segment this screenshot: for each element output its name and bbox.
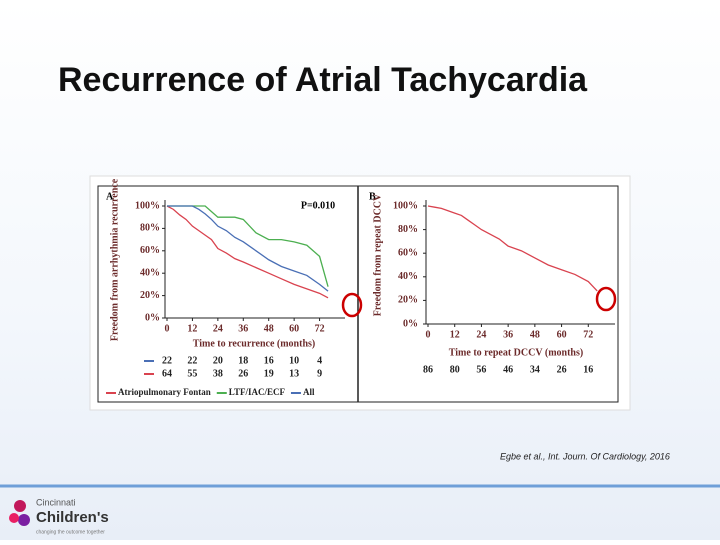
x-tick-label: 0 [165, 323, 170, 334]
x-tick-label: 24 [476, 329, 486, 340]
y-tick-label: 40% [140, 267, 160, 278]
highlight-circle [595, 286, 617, 312]
x-tick-label: 48 [530, 329, 540, 340]
logo-icon [18, 514, 30, 526]
y-tick-label: 60% [398, 247, 418, 258]
highlight-circle [341, 292, 363, 318]
x-axis-label: Time to repeat DCCV (months) [449, 347, 583, 358]
at-risk-count: 18 [238, 355, 248, 366]
annotation: P=0.010 [301, 200, 335, 211]
x-tick-label: 24 [213, 323, 223, 334]
logo-line1: Cincinnati [36, 497, 76, 507]
logo-line2: Children's [36, 509, 109, 526]
y-axis-label: Freedom from repeat DCCV [372, 193, 383, 316]
y-tick-label: 100% [135, 200, 160, 211]
at-risk-count: 86 [423, 364, 433, 375]
at-risk-count: 64 [162, 368, 172, 379]
at-risk-count: 22 [187, 355, 197, 366]
at-risk-count: 10 [289, 355, 299, 366]
at-risk-count: 34 [530, 364, 540, 375]
at-risk-count: 80 [450, 364, 460, 375]
logo: Cincinnati Children's changing the outco… [9, 497, 109, 535]
y-tick-label: 20% [398, 295, 418, 306]
at-risk-count: 9 [317, 368, 322, 379]
y-tick-label: 0% [145, 312, 160, 323]
y-tick-label: 40% [398, 271, 418, 282]
panel-label: A [106, 191, 114, 202]
at-risk-count: 13 [289, 368, 299, 379]
x-axis-label: Time to recurrence (months) [193, 338, 315, 349]
legend-label: Atriopulmonary Fontan [118, 387, 211, 397]
panel-label: B [369, 191, 376, 202]
y-axis-label: Freedom from arrhythmia recurrence [109, 178, 120, 341]
logo-icon [14, 500, 26, 512]
at-risk-count: 26 [557, 364, 567, 375]
at-risk-count: 20 [213, 355, 223, 366]
y-tick-label: 80% [140, 223, 160, 234]
logo-tagline: changing the outcome together [36, 529, 105, 535]
y-tick-label: 80% [398, 224, 418, 235]
at-risk-count: 56 [476, 364, 486, 375]
at-risk-count: 38 [213, 368, 223, 379]
x-tick-label: 0 [426, 329, 431, 340]
x-tick-label: 12 [450, 329, 460, 340]
y-tick-label: 0% [403, 318, 418, 329]
legend-label: All [303, 387, 315, 397]
at-risk-count: 19 [264, 368, 274, 379]
x-tick-label: 36 [503, 329, 513, 340]
x-tick-label: 48 [264, 323, 274, 334]
at-risk-count: 4 [317, 355, 322, 366]
at-risk-count: 16 [583, 364, 593, 375]
logo-icon [9, 513, 19, 523]
at-risk-count: 46 [503, 364, 513, 375]
citation: Egbe et al., Int. Journ. Of Cardiology, … [500, 451, 670, 461]
survival-curve [166, 205, 329, 299]
x-tick-label: 12 [187, 323, 197, 334]
at-risk-count: 26 [238, 368, 248, 379]
x-tick-label: 72 [583, 329, 593, 340]
panel-frame [97, 185, 619, 403]
survival-curve [427, 205, 598, 292]
y-tick-label: 60% [140, 245, 160, 256]
at-risk-count: 55 [187, 368, 197, 379]
x-tick-label: 72 [315, 323, 325, 334]
y-tick-label: 100% [393, 200, 418, 211]
survival-curve [167, 205, 329, 292]
legend-label: LTF/IAC/ECF [229, 387, 286, 397]
slide-title: Recurrence of Atrial Tachycardia [58, 61, 588, 99]
x-tick-label: 60 [557, 329, 567, 340]
y-tick-label: 20% [140, 290, 160, 301]
at-risk-count: 22 [162, 355, 172, 366]
x-tick-label: 36 [238, 323, 248, 334]
x-tick-label: 60 [289, 323, 299, 334]
at-risk-count: 16 [264, 355, 274, 366]
